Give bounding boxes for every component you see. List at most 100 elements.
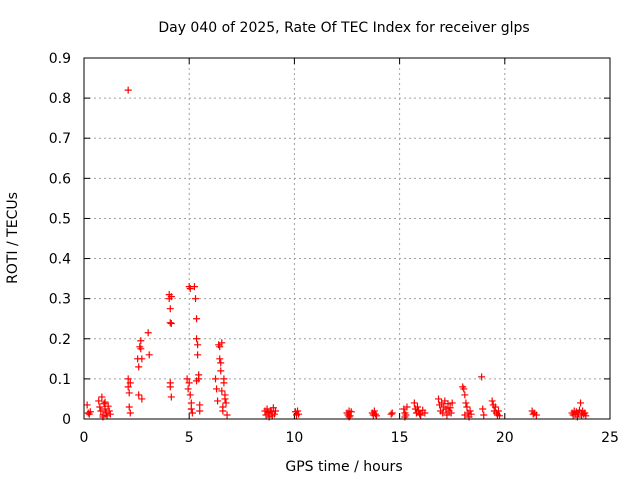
data-point [183,375,191,383]
data-point [83,401,91,409]
data-point [100,400,108,408]
data-point [196,407,204,415]
data-point [105,407,113,415]
data-point [103,412,111,420]
data-point [387,410,395,418]
data-point [186,285,194,293]
data-point [447,409,455,417]
data-point [388,409,396,417]
x-tick-label: 5 [185,430,194,446]
data-point [216,355,224,363]
y-tick-label: 0.1 [49,372,71,388]
data-point [488,397,496,405]
data-point [346,412,354,420]
y-tick-label: 0.3 [49,292,71,308]
data-point [192,295,200,303]
data-point [416,410,424,418]
data-point [194,351,202,359]
y-tick-label: 0 [62,412,71,428]
data-points [83,86,590,421]
data-point [370,407,378,415]
data-point [135,363,143,371]
data-point [347,408,355,416]
data-point [96,403,104,411]
grid-lines [84,58,610,419]
data-point [185,379,193,387]
data-point [124,383,132,391]
data-point [195,371,203,379]
data-point [166,305,174,313]
data-point [193,377,201,385]
y-tick-label: 0.9 [49,51,71,67]
data-point [435,395,443,403]
x-tick-label: 15 [391,430,409,446]
data-point [421,409,429,417]
data-point [166,383,174,391]
data-point [184,385,192,393]
x-tick-label: 10 [285,430,303,446]
data-point [135,391,143,399]
data-point [187,405,195,413]
data-point [444,400,452,408]
data-point [462,399,470,407]
plot-frame [83,57,611,420]
data-point [222,399,230,407]
data-point [125,389,133,397]
data-point [217,359,225,367]
data-point [443,411,451,419]
data-point [190,283,198,291]
data-point [403,403,411,411]
y-tick-label: 0.7 [49,131,71,147]
data-point [186,391,194,399]
data-point [268,412,276,420]
data-point [167,293,175,301]
data-point [271,407,279,415]
chart-title: Day 040 of 2025, Rate Of TEC Index for r… [158,20,529,36]
data-point [466,407,474,415]
data-point [410,399,418,407]
data-point [106,410,114,418]
data-point [167,393,175,401]
data-point [187,399,195,407]
data-point [138,395,146,403]
data-point [104,402,112,410]
data-point [480,411,488,419]
data-point [138,355,146,363]
data-point [372,412,380,420]
y-axis-label: ROTI / TECUs [5,192,21,284]
data-point [101,398,109,406]
data-point [194,341,202,349]
data-point [188,409,196,417]
data-point [460,385,468,393]
data-point [144,329,152,337]
data-point [124,375,132,383]
x-tick-label: 25 [601,430,619,446]
data-point [413,403,421,411]
data-point [166,319,174,327]
data-point [137,345,145,353]
x-tick-label: 20 [496,430,514,446]
x-axis-label: GPS time / hours [285,459,402,475]
data-point [371,410,379,418]
data-point [126,409,134,417]
data-point [212,375,219,383]
data-point [575,406,583,414]
data-point [217,367,225,375]
data-point [479,405,487,413]
y-tick-label: 0.5 [49,211,71,227]
data-point [221,395,229,403]
data-point [193,335,201,343]
data-point [295,410,303,418]
axis-ticks [83,57,611,420]
data-point [213,385,221,393]
data-point [532,411,540,419]
tick-labels: 0 5 10 15 20 25 0 0.1 0.2 0.3 0.4 0.5 0.6 0.7 0.8 0.9 [49,51,619,446]
data-point [463,403,471,411]
data-point [125,403,133,411]
data-point [218,339,226,347]
data-point [496,412,504,420]
y-tick-label: 0.4 [49,252,71,268]
data-point [214,397,222,405]
data-point [446,404,454,412]
